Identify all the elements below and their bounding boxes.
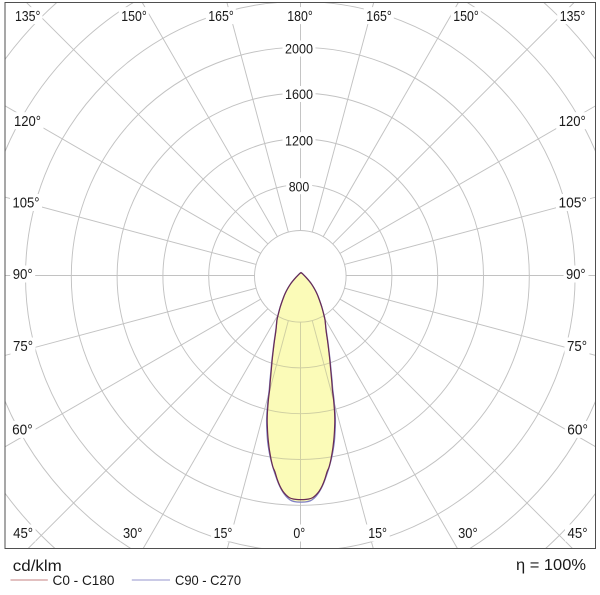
svg-text:180°: 180° [287, 8, 313, 25]
svg-text:90°: 90° [566, 266, 586, 283]
svg-text:60°: 60° [12, 422, 33, 439]
svg-text:165°: 165° [208, 8, 234, 25]
svg-text:C90 - C270: C90 - C270 [175, 572, 241, 588]
svg-text:1200: 1200 [285, 132, 313, 148]
svg-text:105°: 105° [13, 195, 40, 212]
svg-text:120°: 120° [14, 113, 41, 130]
svg-text:15°: 15° [368, 525, 387, 542]
svg-text:0°: 0° [293, 525, 305, 542]
svg-text:800: 800 [289, 178, 310, 194]
svg-text:105°: 105° [558, 195, 587, 212]
svg-text:cd/klm: cd/klm [13, 558, 62, 575]
svg-text:η = 100%: η = 100% [516, 557, 586, 574]
svg-text:120°: 120° [559, 113, 586, 130]
svg-text:30°: 30° [123, 525, 143, 542]
svg-text:165°: 165° [366, 8, 392, 25]
svg-text:90°: 90° [13, 266, 33, 283]
svg-text:60°: 60° [567, 422, 588, 439]
svg-text:150°: 150° [453, 8, 479, 25]
svg-text:150°: 150° [121, 8, 147, 25]
svg-text:30°: 30° [458, 525, 478, 542]
svg-text:45°: 45° [13, 525, 33, 542]
svg-text:135°: 135° [15, 8, 41, 25]
svg-text:1600: 1600 [285, 86, 313, 102]
svg-text:135°: 135° [560, 8, 586, 25]
svg-text:15°: 15° [214, 525, 233, 542]
svg-text:C0 - C180: C0 - C180 [53, 572, 115, 588]
svg-text:75°: 75° [567, 338, 587, 355]
svg-text:45°: 45° [568, 525, 588, 542]
svg-text:2000: 2000 [285, 41, 313, 57]
svg-text:75°: 75° [13, 338, 33, 355]
